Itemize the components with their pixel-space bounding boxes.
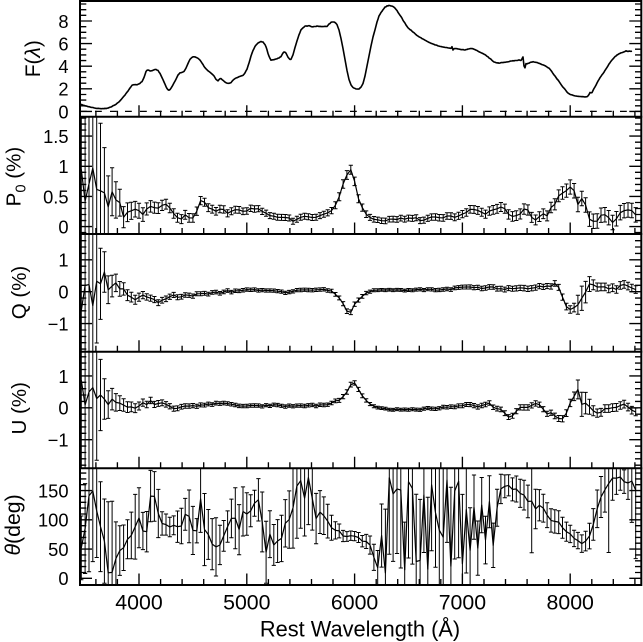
- svg-text:0: 0: [58, 282, 68, 303]
- svg-text:1: 1: [58, 250, 68, 271]
- svg-text:1: 1: [58, 156, 68, 177]
- svg-text:2: 2: [58, 79, 68, 100]
- svg-text:0: 0: [58, 217, 68, 238]
- svg-text:F(λ): F(λ): [22, 40, 45, 77]
- svg-text:8000: 8000: [547, 591, 595, 615]
- svg-text:4000: 4000: [115, 591, 163, 615]
- svg-text:1.5: 1.5: [43, 126, 68, 147]
- svg-text:0: 0: [58, 101, 68, 122]
- svg-text:−1: −1: [48, 430, 69, 451]
- svg-text:5000: 5000: [223, 591, 271, 615]
- svg-text:θ(deg): θ(deg): [1, 494, 25, 555]
- svg-text:−1: −1: [48, 314, 69, 335]
- svg-text:1: 1: [58, 366, 68, 387]
- svg-text:8: 8: [58, 11, 68, 32]
- svg-text:4: 4: [58, 56, 68, 77]
- svg-text:Q (%): Q (%): [8, 266, 31, 320]
- svg-text:100: 100: [38, 510, 69, 531]
- svg-text:P0 (%): P0 (%): [3, 147, 30, 207]
- svg-text:6: 6: [58, 34, 68, 55]
- svg-text:U (%): U (%): [8, 382, 31, 434]
- svg-text:7000: 7000: [439, 591, 487, 615]
- svg-text:6000: 6000: [331, 591, 379, 615]
- svg-text:Rest Wavelength (Å): Rest Wavelength (Å): [260, 617, 460, 642]
- svg-text:0.5: 0.5: [43, 186, 68, 207]
- svg-text:150: 150: [38, 481, 69, 502]
- svg-text:0: 0: [58, 398, 68, 419]
- svg-text:50: 50: [48, 539, 68, 560]
- svg-text:0: 0: [58, 568, 68, 589]
